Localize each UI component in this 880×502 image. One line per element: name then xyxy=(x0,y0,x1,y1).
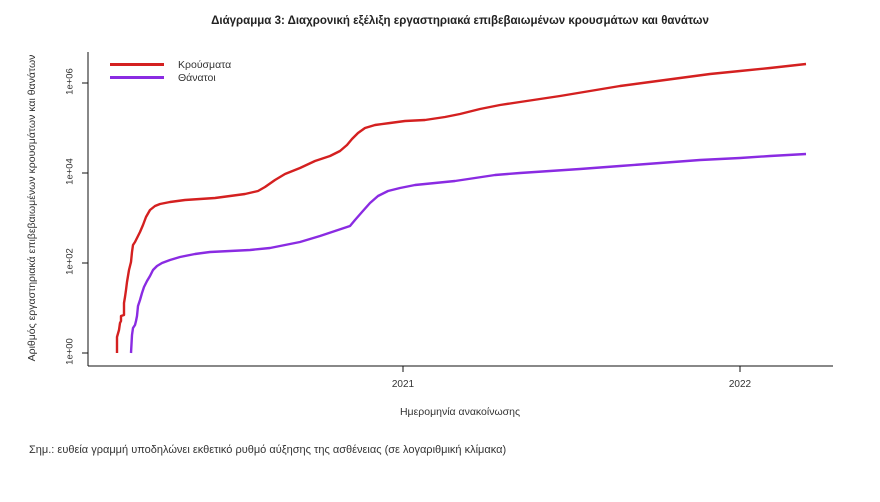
chart-note: Σημ.: ευθεία γραμμή υποδηλώνει εκθετικό … xyxy=(29,444,507,456)
chart-title: Διάγραμμα 3: Διαχρονική εξέλιξη εργαστηρ… xyxy=(211,15,709,27)
y-tick-1e04: 1e+04 xyxy=(64,158,76,185)
legend-label-deaths: Θάνατοι xyxy=(178,71,216,84)
legend-item-cases: Κρούσματα xyxy=(110,58,231,71)
y-tick-1e02: 1e+02 xyxy=(64,248,76,275)
x-tick-2021: 2021 xyxy=(391,379,415,390)
x-tick-2022: 2022 xyxy=(728,379,752,390)
legend-item-deaths: Θάνατοι xyxy=(110,71,231,84)
y-tick-1e00: 1e+00 xyxy=(64,338,76,365)
legend-label-cases: Κρούσματα xyxy=(178,58,232,71)
chart-legend: Κρούσματα Θάνατοι xyxy=(110,58,231,84)
series-cases-line xyxy=(115,62,807,353)
legend-swatch-cases xyxy=(110,63,164,66)
y-tick-1e06: 1e+06 xyxy=(64,68,76,95)
legend-swatch-deaths xyxy=(110,76,164,79)
x-axis-label: Ημερομηνία ανακοίνωσης xyxy=(399,406,521,418)
series-deaths-line xyxy=(129,152,807,354)
